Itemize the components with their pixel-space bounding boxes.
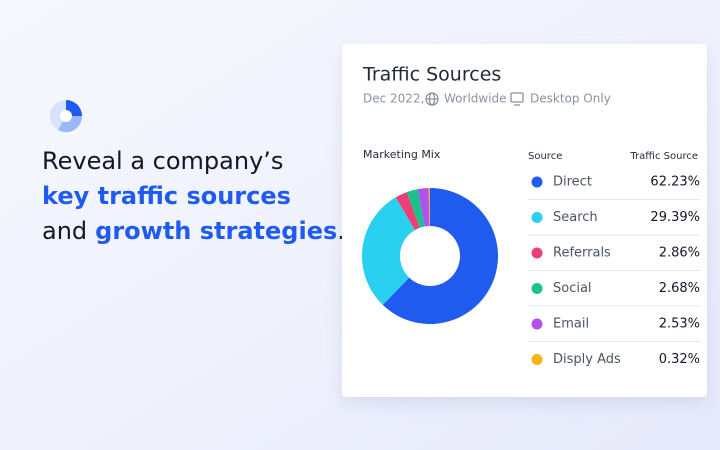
legend-label: Disply Ads <box>553 352 621 367</box>
hero-text: . <box>337 217 345 245</box>
hero-icon <box>50 100 83 133</box>
donut-slice <box>395 192 420 231</box>
donut-slice <box>428 188 430 227</box>
donut-slice <box>417 188 430 227</box>
hero-highlight: key traffic sources <box>42 182 291 210</box>
legend-value: 0.32% <box>659 352 700 367</box>
legend-label: Search <box>553 210 598 225</box>
donut-slice <box>382 188 498 324</box>
legend-value: 2.68% <box>659 281 700 296</box>
legend: Direct 62.23% Search 29.39% Referrals 2.86% So… <box>528 175 700 367</box>
donut <box>362 188 498 324</box>
donut-slice <box>362 197 415 305</box>
legend-value: 62.23% <box>650 175 700 190</box>
legend-label: Referrals <box>553 246 611 261</box>
chart-title: Marketing Mix <box>363 148 441 161</box>
legend-header: Traffic Source <box>629 151 698 162</box>
legend-label: Email <box>553 317 589 332</box>
card-date: Dec 2022, <box>363 92 424 106</box>
legend-dot <box>531 247 543 259</box>
hero-text: and <box>42 217 87 245</box>
legend-label: Social <box>553 281 592 296</box>
legend-dot <box>531 318 543 330</box>
desktop-icon <box>510 92 524 106</box>
legend-dot <box>531 176 543 188</box>
card-region: Worldwide <box>444 92 507 106</box>
legend-dot <box>531 354 543 365</box>
legend-dot <box>531 283 543 294</box>
legend-dot <box>531 212 543 223</box>
legend-header: Source <box>528 151 562 162</box>
legend-value: 29.39% <box>650 210 700 225</box>
globe-icon <box>425 92 439 106</box>
hero-highlight: growth strategies <box>95 217 337 245</box>
donut-slice <box>406 189 425 228</box>
card-device: Desktop Only <box>530 92 611 106</box>
legend-value: 2.53% <box>659 317 700 332</box>
hero-line: and growth strategies. <box>42 217 345 245</box>
legend-value: 2.86% <box>659 246 700 261</box>
hero-line: Reveal a company’s <box>42 147 283 175</box>
legend-label: Direct <box>553 175 592 190</box>
card-title: Traffic Sources <box>362 64 501 86</box>
